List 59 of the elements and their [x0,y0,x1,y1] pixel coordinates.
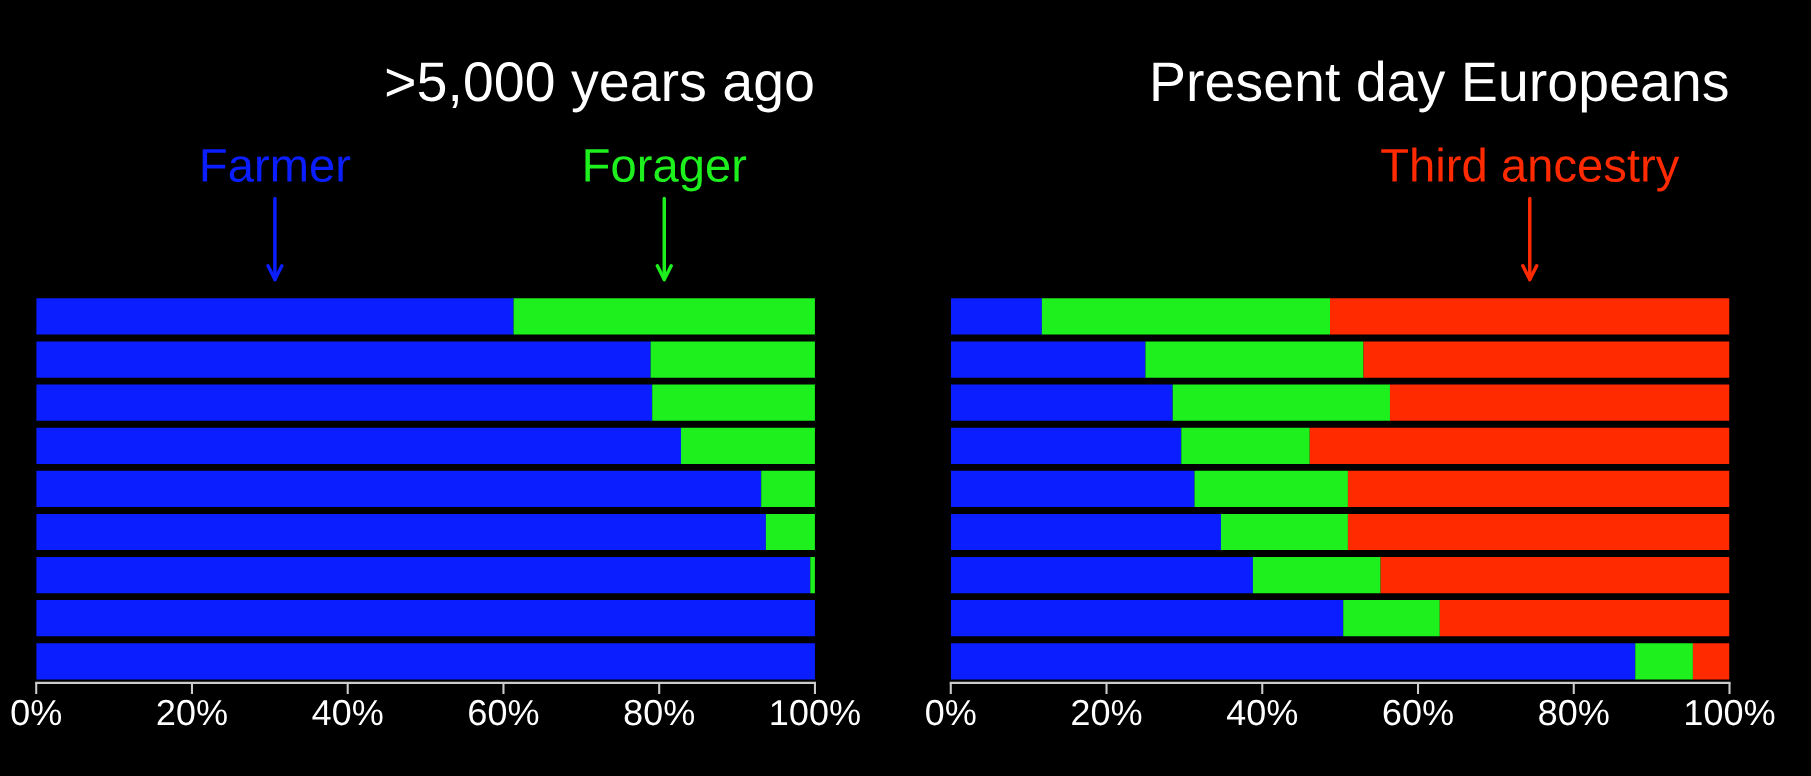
bar [950,643,1636,680]
bar [1380,557,1730,594]
text: Farmer [202,149,351,183]
chart-title: >5,000 years ago [386,62,813,113]
bar [950,427,1182,464]
bar [1347,513,1730,551]
x-tick-label: 80% [1539,699,1609,726]
bar [1181,427,1310,464]
bar [652,384,815,421]
x-tick-label: 0% [11,699,62,726]
bar [1041,298,1331,335]
bar [1309,427,1730,464]
bar [513,298,815,335]
bar [681,427,815,464]
bar [1347,470,1730,507]
x-tick-label: 80% [624,699,695,726]
x-tick-label: 40% [1226,699,1298,726]
text: Third ancestry [1381,147,1680,192]
bar [950,600,1344,637]
x-tick-label: 100% [1686,699,1775,726]
bar [36,600,815,637]
bar [950,557,1253,594]
x-tick-label: 60% [469,699,539,726]
bar [36,643,815,680]
bar [36,341,651,378]
bar [950,341,1146,378]
bar [1635,643,1693,680]
text: Forager [585,149,747,192]
x-tick-label: 100% [771,699,860,726]
bar [1439,600,1730,637]
bar [1252,557,1381,594]
bar [950,513,1221,551]
x-tick-label: 60% [1383,699,1453,726]
x-tick-label: 0% [926,699,976,726]
bar [1692,643,1730,680]
bar [1145,341,1364,378]
bar [950,298,1042,335]
bar [36,470,762,507]
bar [1194,470,1348,507]
bar [36,427,682,464]
bar [950,470,1195,507]
bar [1220,513,1348,551]
bar [1330,298,1730,335]
x-tick-label: 20% [1072,699,1142,726]
bar [950,384,1173,421]
bar [1172,384,1390,421]
bar [650,341,815,378]
x-tick-label: 20% [157,699,227,726]
bar [36,298,514,335]
bar [1363,341,1730,378]
bar [761,470,815,507]
bar [36,513,766,551]
bar [1389,384,1730,421]
bar [1343,600,1440,637]
bar [765,513,815,551]
bar [36,557,811,594]
x-tick-label: 40% [312,699,383,726]
bar [36,384,653,421]
chart-title: Present day Europeans [1153,60,1728,113]
